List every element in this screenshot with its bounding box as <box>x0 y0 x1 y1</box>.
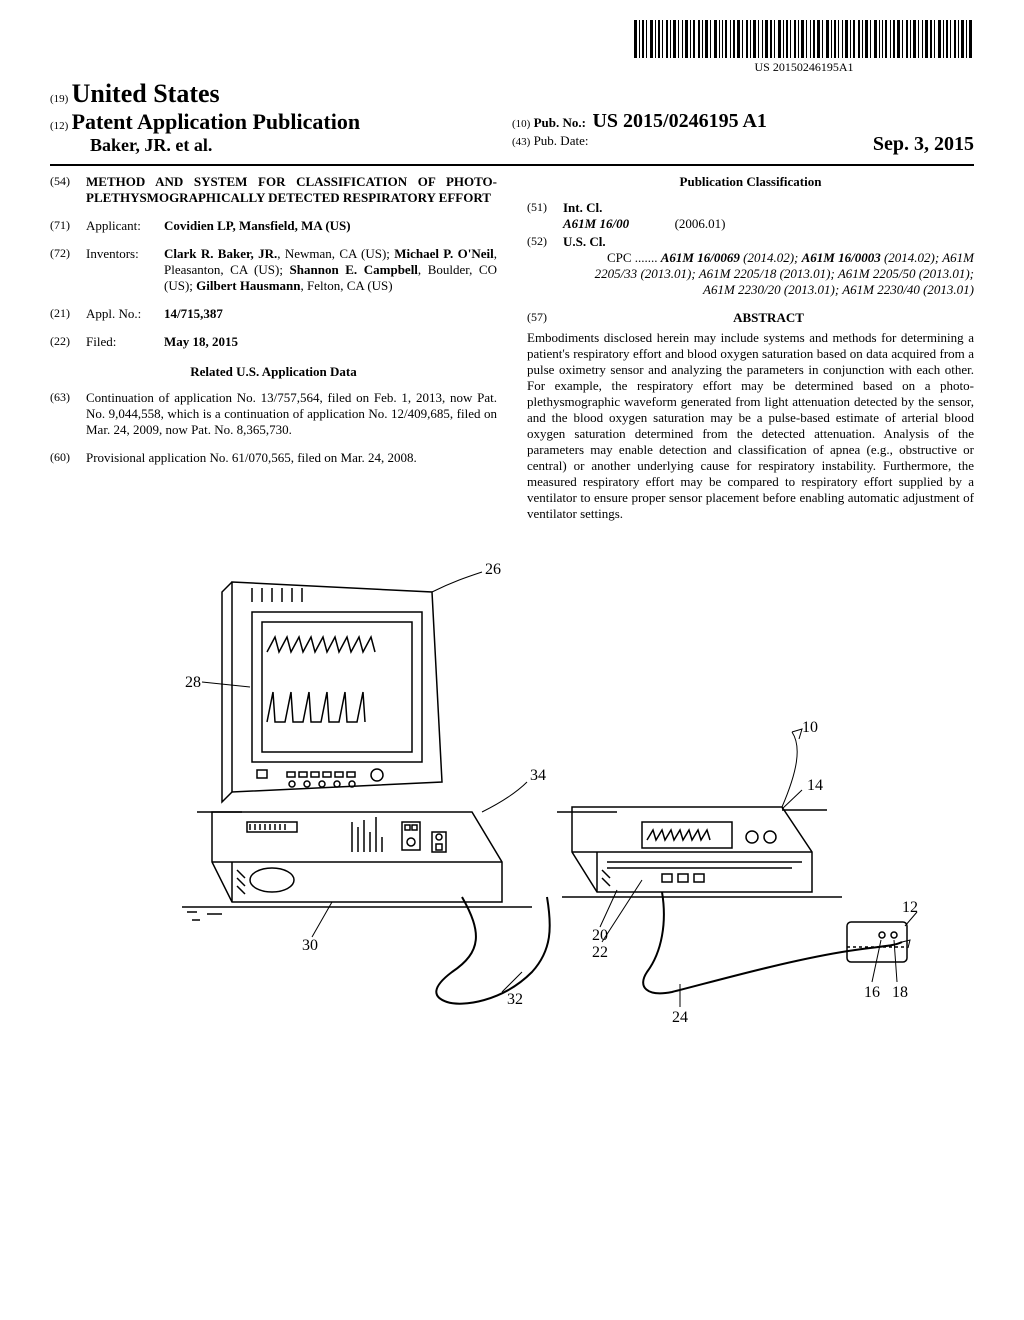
filed-value: May 18, 2015 <box>164 334 497 350</box>
figure-label-32: 32 <box>507 991 523 1008</box>
intcl-block: Int. Cl. A61M 16/00 (2006.01) <box>563 200 974 232</box>
figure-label-14: 14 <box>807 777 823 794</box>
author-line: Baker, JR. et al. <box>90 135 512 156</box>
inventors-label: Inventors: <box>86 246 164 294</box>
abstract-text: Embodiments disclosed herein may include… <box>527 330 974 522</box>
field-num-54: (54) <box>50 174 86 206</box>
field-num-21: (21) <box>50 306 86 322</box>
abstract-heading: ABSTRACT <box>563 310 974 326</box>
figure-label-16: 16 <box>864 984 880 1001</box>
inventors-value: Clark R. Baker, JR., Newman, CA (US); Mi… <box>164 246 497 294</box>
classification-heading: Publication Classification <box>527 174 974 190</box>
field-num-22: (22) <box>50 334 86 350</box>
figure-label-12: 12 <box>902 899 918 916</box>
figure-label-10: 10 <box>802 719 818 736</box>
field-num-57: (57) <box>527 310 563 326</box>
related-data-heading: Related U.S. Application Data <box>50 364 497 380</box>
provisional-text: Provisional application No. 61/070,565, … <box>86 450 497 466</box>
field-num-72: (72) <box>50 246 86 294</box>
figure-label-30: 30 <box>302 937 318 954</box>
appl-num-value: 14/715,387 <box>164 306 497 322</box>
uscl-block: U.S. Cl. CPC ....... A61M 16/0069 (2014.… <box>563 234 974 298</box>
filed-label: Filed: <box>86 334 164 350</box>
right-column: Publication Classification (51) Int. Cl.… <box>527 174 974 522</box>
figure-label-34: 34 <box>530 767 546 784</box>
pub-number-line: (10) Pub. No.: US 2015/0246195 A1 <box>512 110 974 133</box>
figure-label-26: 26 <box>485 561 501 578</box>
barcode-area: US 20150246195A1 <box>50 20 974 75</box>
barcode: US 20150246195A1 <box>634 20 974 75</box>
publication-type-line: (12) Patent Application Publication <box>50 109 512 135</box>
appl-num-label: Appl. No.: <box>86 306 164 322</box>
figure-label-20: 20 <box>592 927 608 944</box>
field-num-51: (51) <box>527 200 563 232</box>
barcode-number: US 20150246195A1 <box>634 60 974 75</box>
header-rule <box>50 164 974 166</box>
invention-title: METHOD AND SYSTEM FOR CLASSIFICATION OF … <box>86 174 497 206</box>
pub-date-line: (43) Pub. Date: Sep. 3, 2015 <box>512 133 974 149</box>
applicant-value: Covidien LP, Mansfield, MA (US) <box>164 218 497 234</box>
field-num-60: (60) <box>50 450 86 466</box>
country-line: (19) United States <box>50 79 512 109</box>
field-num-71: (71) <box>50 218 86 234</box>
left-column: (54) METHOD AND SYSTEM FOR CLASSIFICATIO… <box>50 174 497 522</box>
field-num-63: (63) <box>50 390 86 438</box>
patent-figure: 26 28 10 34 14 30 32 20 22 24 12 16 18 <box>50 552 974 1036</box>
applicant-label: Applicant: <box>86 218 164 234</box>
field-num-52: (52) <box>527 234 563 298</box>
figure-label-28: 28 <box>185 674 201 691</box>
continuation-text: Continuation of application No. 13/757,5… <box>86 390 497 438</box>
figure-label-18: 18 <box>892 984 908 1001</box>
figure-label-22: 22 <box>592 944 608 961</box>
figure-label-24: 24 <box>672 1009 688 1026</box>
